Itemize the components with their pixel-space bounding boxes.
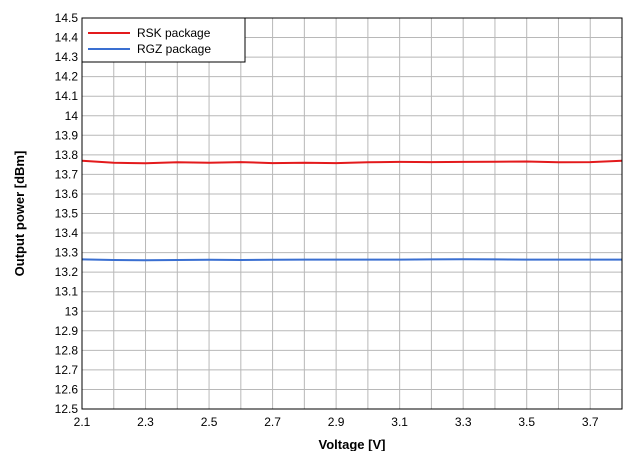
- legend-label: RGZ package: [137, 42, 211, 56]
- y-tick-label: 13.6: [55, 187, 79, 201]
- y-tick-label: 14.5: [55, 11, 79, 25]
- y-tick-label: 13.1: [55, 285, 79, 299]
- y-tick-label: 12.7: [55, 363, 79, 377]
- x-tick-label: 2.7: [264, 415, 281, 429]
- x-tick-label: 2.1: [74, 415, 91, 429]
- x-tick-labels: 2.1 2.3 2.5 2.7 2.9 3.1 3.3 3.5 3.7: [74, 415, 599, 429]
- x-tick-label: 3.7: [582, 415, 599, 429]
- y-tick-label: 13.3: [55, 246, 79, 260]
- y-tick-label: 13.7: [55, 167, 79, 181]
- y-tick-label: 14.1: [55, 89, 79, 103]
- y-tick-label: 14.2: [55, 70, 79, 84]
- x-tick-label: 2.5: [201, 415, 218, 429]
- legend-box: [81, 17, 246, 63]
- y-tick-label: 12.8: [55, 343, 79, 357]
- y-tick-label: 14: [65, 109, 79, 123]
- y-tick-label: 13.4: [55, 226, 79, 240]
- legend: RSK package RGZ package: [81, 17, 246, 63]
- x-tick-label: 3.5: [518, 415, 535, 429]
- y-tick-label: 12.5: [55, 402, 79, 416]
- series-line-rgz: [81, 258, 622, 262]
- x-tick-label: 3.1: [391, 415, 408, 429]
- y-axis-title: Output power [dBm]: [12, 151, 27, 277]
- y-tick-label: 12.6: [55, 382, 79, 396]
- grid-lines: [82, 18, 622, 409]
- plot-frame: [81, 17, 623, 410]
- x-tick-label: 3.3: [455, 415, 472, 429]
- x-tick-label: 2.3: [137, 415, 154, 429]
- y-tick-label: 12.9: [55, 324, 79, 338]
- series-lines: [81, 159, 623, 262]
- y-tick-label: 13: [65, 304, 79, 318]
- series-line-rsk: [81, 159, 623, 165]
- y-tick-label: 13.2: [55, 265, 79, 279]
- legend-label: RSK package: [137, 26, 211, 40]
- y-tick-label: 13.9: [55, 128, 79, 142]
- y-tick-label: 13.5: [55, 207, 79, 221]
- y-tick-labels: 12.5 12.6 12.7 12.8 12.9 13 13.1 13.2 13.3 13.4 13…: [55, 11, 79, 416]
- y-tick-label: 14.3: [55, 50, 79, 64]
- x-axis-title: Voltage [V]: [319, 437, 386, 451]
- x-tick-label: 2.9: [328, 415, 345, 429]
- y-tick-label: 13.8: [55, 148, 79, 162]
- y-tick-label: 14.4: [55, 31, 79, 45]
